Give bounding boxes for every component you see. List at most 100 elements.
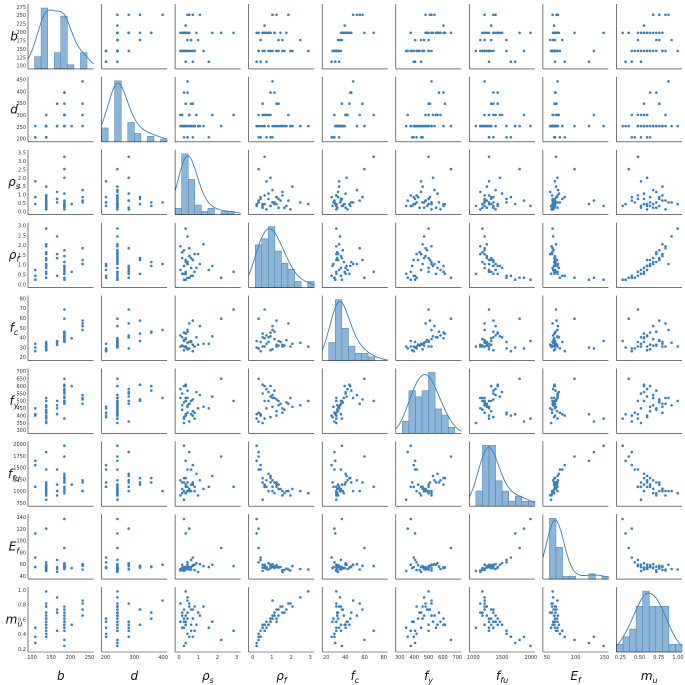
scatter-point	[556, 328, 559, 332]
scatter-point	[522, 527, 526, 530]
panel-b-rho_s	[174, 4, 241, 70]
scatter-point	[335, 272, 338, 276]
scatter-point	[261, 345, 264, 348]
scatter-point	[104, 481, 108, 484]
scatter-point	[283, 206, 286, 209]
panel-f_fu-f_y	[395, 441, 462, 507]
scatter-point	[563, 349, 566, 353]
scatter-point	[430, 124, 433, 128]
scatter-point	[636, 49, 640, 53]
scatter-point	[179, 569, 182, 572]
scatter-point	[551, 596, 555, 599]
scatter-point	[427, 629, 430, 633]
scatter-point	[257, 638, 260, 642]
scatter-point	[332, 617, 335, 620]
scatter-point	[339, 412, 343, 416]
scatter-point	[561, 629, 564, 633]
scatter-point	[418, 568, 421, 572]
scatter-point	[196, 252, 200, 256]
scatter-point	[127, 489, 130, 493]
scatter-point	[81, 80, 84, 83]
scatter-point	[191, 102, 195, 105]
scatter-point	[184, 485, 187, 489]
scatter-point	[648, 483, 652, 486]
scatter-point	[522, 49, 526, 53]
scatter-point	[630, 463, 634, 467]
scatter-point	[489, 195, 493, 199]
scatter-point	[558, 276, 562, 280]
scatter-point	[550, 345, 554, 348]
hist-bar	[622, 636, 630, 653]
scatter-point	[556, 474, 559, 478]
hist-bar	[629, 628, 637, 653]
scatter-point	[415, 568, 418, 572]
scatter-point	[554, 389, 557, 392]
scatter-point	[196, 494, 200, 497]
scatter-point	[255, 459, 258, 463]
scatter-point	[186, 617, 189, 620]
scatter-point	[670, 489, 673, 493]
scatter-point	[406, 450, 410, 454]
scatter-point	[44, 489, 48, 493]
scatter-point	[44, 623, 48, 626]
scatter-point	[104, 485, 108, 489]
scatter-point	[279, 340, 282, 344]
scatter-point	[425, 248, 429, 252]
panel-f_c-rho_s	[174, 295, 241, 361]
scatter-point	[116, 393, 119, 397]
scatter-point	[636, 345, 640, 348]
scatter-point	[509, 60, 513, 63]
scatter-point	[552, 270, 556, 274]
scatter-point	[648, 331, 652, 334]
scatter-point	[505, 274, 508, 278]
scatter-point	[179, 479, 182, 482]
y-axis-label-f_y: fy	[10, 394, 19, 410]
y-axis-label-f_y-sub: y	[13, 401, 19, 410]
panel-d-m_u	[616, 76, 682, 143]
scatter-point	[424, 602, 427, 605]
scatter-point	[116, 274, 119, 278]
scatter-point	[261, 623, 264, 626]
scatter-point	[332, 201, 335, 204]
scatter-point	[116, 491, 119, 495]
scatter-point	[211, 395, 214, 398]
scatter-point	[553, 272, 556, 276]
scatter-point	[350, 481, 353, 484]
scatter-point	[642, 49, 646, 53]
scatter-point	[127, 246, 130, 250]
scatter-point	[307, 491, 310, 495]
scatter-point	[281, 605, 284, 608]
scatter-point	[219, 31, 223, 35]
scatter-point	[658, 489, 661, 493]
scatter-point	[188, 254, 191, 258]
scatter-point	[116, 608, 119, 611]
scatter-point	[63, 567, 66, 570]
scatter-point	[273, 389, 276, 392]
scatter-point	[127, 635, 130, 639]
scatter-point	[344, 206, 347, 209]
scatter-point	[339, 623, 343, 626]
scatter-point	[44, 227, 48, 230]
scatter-point	[127, 450, 130, 454]
y-tick-label: 650	[16, 377, 26, 383]
scatter-point	[287, 602, 290, 605]
scatter-point	[198, 393, 202, 397]
scatter-point	[430, 208, 433, 211]
scatter-point	[639, 336, 643, 339]
scatter-point	[34, 641, 37, 645]
y-tick-label: 70	[20, 306, 26, 312]
scatter-point	[193, 629, 196, 633]
panel-rho_f-rho_f	[248, 222, 315, 288]
y-tick-label: 3.5	[18, 151, 26, 157]
scatter-point	[344, 266, 347, 270]
scatter-point	[664, 489, 667, 493]
scatter-point	[563, 463, 566, 467]
y-axis-label-m_u: mu	[6, 613, 23, 629]
hist-bar	[514, 495, 523, 507]
scatter-point	[265, 342, 268, 346]
scatter-point	[116, 206, 119, 209]
scatter-point	[489, 563, 493, 567]
scatter-point	[195, 113, 198, 117]
scatter-point	[263, 194, 266, 197]
y-tick-label: 1.0	[18, 588, 26, 594]
